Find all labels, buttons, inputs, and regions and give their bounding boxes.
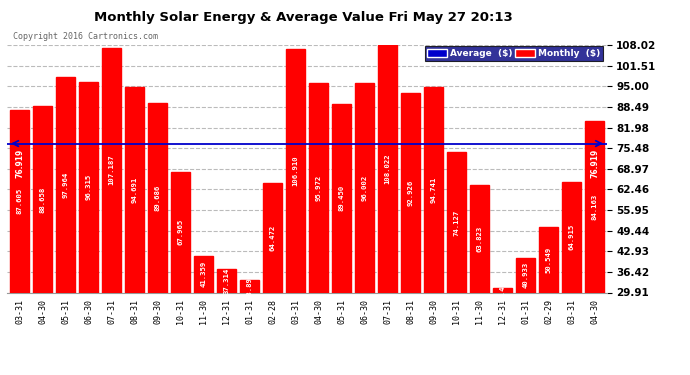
Bar: [102, 48, 121, 292]
Text: 31.442: 31.442: [500, 277, 506, 303]
Text: 64.472: 64.472: [270, 225, 275, 251]
Bar: [171, 172, 190, 292]
Bar: [79, 82, 98, 292]
Text: 76.919: 76.919: [15, 148, 24, 177]
Bar: [10, 110, 29, 292]
Text: 87.605: 87.605: [17, 188, 23, 214]
Text: 88.658: 88.658: [39, 186, 46, 213]
Text: 50.549: 50.549: [546, 247, 551, 273]
Text: 96.002: 96.002: [362, 175, 368, 201]
Bar: [355, 83, 374, 292]
Text: 63.823: 63.823: [477, 226, 482, 252]
Bar: [447, 152, 466, 292]
Bar: [56, 77, 75, 292]
Text: 84.163: 84.163: [591, 194, 598, 220]
Text: 92.926: 92.926: [408, 180, 413, 206]
Bar: [378, 45, 397, 292]
Bar: [217, 269, 236, 292]
Legend: Average  ($), Monthly  ($): Average ($), Monthly ($): [424, 46, 602, 61]
Bar: [125, 87, 144, 292]
Bar: [240, 280, 259, 292]
Text: 40.933: 40.933: [522, 262, 529, 288]
Text: 67.965: 67.965: [177, 219, 184, 245]
Bar: [332, 104, 351, 292]
Text: Monthly Solar Energy & Average Value Fri May 27 20:13: Monthly Solar Energy & Average Value Fri…: [95, 11, 513, 24]
Text: 33.896: 33.896: [246, 273, 253, 299]
Text: 94.741: 94.741: [431, 177, 437, 203]
Text: 41.359: 41.359: [201, 261, 206, 288]
Text: 107.187: 107.187: [108, 155, 115, 185]
Text: 96.315: 96.315: [86, 174, 92, 200]
Bar: [516, 258, 535, 292]
Text: 94.691: 94.691: [132, 177, 137, 203]
Bar: [539, 227, 558, 292]
Bar: [33, 106, 52, 292]
Bar: [309, 83, 328, 292]
Bar: [194, 256, 213, 292]
Text: 89.450: 89.450: [339, 185, 344, 211]
Bar: [470, 185, 489, 292]
Text: 95.972: 95.972: [315, 175, 322, 201]
Bar: [148, 103, 167, 292]
Text: 89.686: 89.686: [155, 184, 161, 211]
Bar: [562, 182, 581, 292]
Bar: [493, 288, 512, 292]
Text: 76.919: 76.919: [590, 148, 599, 177]
Text: 106.910: 106.910: [293, 155, 299, 186]
Text: Copyright 2016 Cartronics.com: Copyright 2016 Cartronics.com: [13, 32, 158, 41]
Text: 108.022: 108.022: [384, 153, 391, 184]
Text: 97.964: 97.964: [63, 171, 68, 198]
Bar: [585, 121, 604, 292]
Bar: [401, 93, 420, 292]
Bar: [263, 183, 282, 292]
Text: 74.127: 74.127: [453, 209, 460, 236]
Text: 37.314: 37.314: [224, 268, 230, 294]
Text: 64.915: 64.915: [569, 224, 575, 250]
Bar: [424, 87, 443, 292]
Bar: [286, 48, 305, 292]
